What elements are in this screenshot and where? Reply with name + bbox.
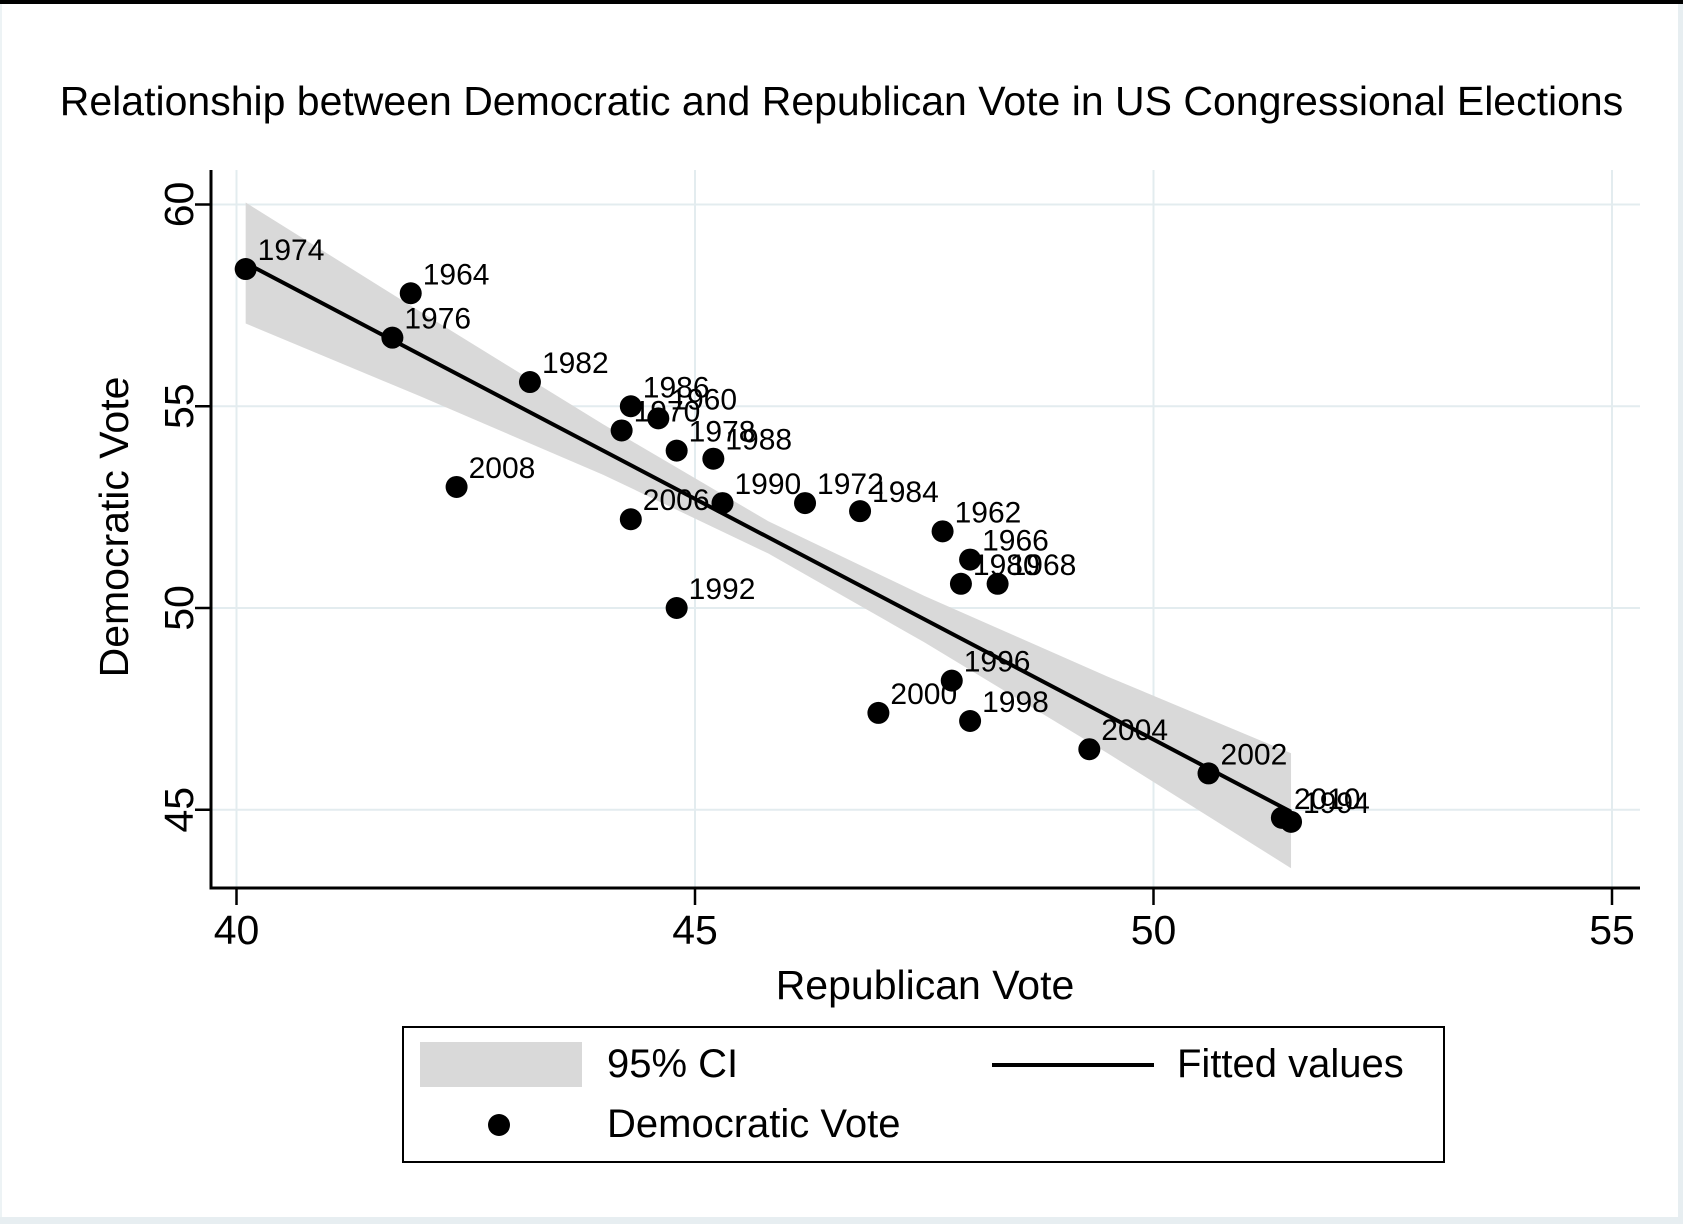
ci-band-swatch [420, 1042, 582, 1087]
data-point [959, 709, 982, 732]
data-point [940, 669, 963, 692]
data-point [234, 258, 257, 281]
screenshot-left-border [0, 4, 2, 1217]
data-point [1197, 762, 1220, 785]
screenshot-right-border [1678, 4, 1683, 1217]
y-tick-label: 50 [156, 585, 202, 631]
data-point [445, 475, 468, 498]
fitted-line-sample [992, 1063, 1154, 1067]
data-point [794, 492, 817, 515]
data-point-label: 1970 [634, 395, 701, 428]
legend-ci-label: 95% CI [607, 1042, 739, 1086]
data-point-label: 1976 [404, 303, 471, 336]
x-tick-label: 45 [672, 907, 718, 953]
chart-title: Relationship between Democratic and Repu… [59, 78, 1624, 124]
data-point-label: 2004 [1101, 714, 1168, 747]
data-point [711, 492, 734, 515]
data-point [665, 439, 688, 462]
data-point [867, 701, 890, 724]
data-point [647, 407, 670, 430]
data-point-label: 1988 [725, 424, 792, 457]
x-tick-label: 40 [214, 907, 260, 953]
data-point [949, 572, 972, 595]
data-point-label: 1962 [955, 496, 1022, 529]
data-point-label: 1994 [1303, 787, 1370, 820]
fitted-line [244, 261, 1292, 814]
legend-box: 95% CI Fitted values Democratic Vote [402, 1026, 1445, 1163]
x-axis-title: Republican Vote [775, 962, 1075, 1008]
data-point-label: 1982 [542, 347, 609, 380]
data-point-label: 2010 [1294, 783, 1361, 816]
data-point-label: 1978 [689, 416, 756, 449]
data-point [959, 548, 982, 571]
data-point-label: 1986 [643, 371, 710, 404]
data-point-label: 1984 [872, 476, 939, 509]
data-point [619, 395, 642, 418]
data-point [1270, 806, 1293, 829]
legend-marker-label: Democratic Vote [607, 1102, 901, 1146]
data-point [518, 371, 541, 394]
screenshot-bottom-border [0, 1217, 1683, 1224]
data-point-label: 1998 [982, 686, 1049, 719]
data-point [619, 508, 642, 531]
data-point-label: 1974 [258, 234, 325, 267]
y-tick-label: 45 [156, 787, 202, 833]
data-point [399, 282, 422, 305]
data-point [610, 419, 633, 442]
data-point [381, 326, 404, 349]
data-point [1078, 738, 1101, 761]
legend-fitted-label: Fitted values [1177, 1042, 1404, 1086]
data-point-label: 1960 [670, 383, 737, 416]
data-point-label: 2002 [1221, 738, 1288, 771]
data-point [849, 500, 872, 523]
data-point-label: 2006 [643, 484, 710, 517]
data-point [702, 447, 725, 470]
x-tick-label: 50 [1131, 907, 1177, 953]
data-point-label: 1990 [735, 468, 802, 501]
data-point-label: 2000 [890, 678, 957, 711]
screenshot-top-border [0, 0, 1683, 4]
data-point [665, 597, 688, 619]
y-tick-label: 55 [156, 383, 202, 429]
data-point-label: 1972 [817, 468, 884, 501]
data-point-label: 1964 [423, 258, 490, 291]
marker-dot-sample [488, 1114, 510, 1136]
data-point-label: 1968 [1010, 549, 1077, 582]
data-point-label: 1966 [982, 525, 1049, 558]
data-point-label: 1992 [689, 573, 756, 606]
data-point-label: 1996 [964, 646, 1031, 679]
data-point [931, 520, 954, 543]
data-point-label: 1980 [973, 549, 1040, 582]
axes: 40 45 50 55 45 50 55 60 [156, 170, 1640, 953]
data-point-label: 2008 [469, 452, 536, 485]
y-tick-label: 60 [156, 182, 202, 228]
x-tick-label: 55 [1589, 907, 1635, 953]
data-point [986, 572, 1009, 595]
